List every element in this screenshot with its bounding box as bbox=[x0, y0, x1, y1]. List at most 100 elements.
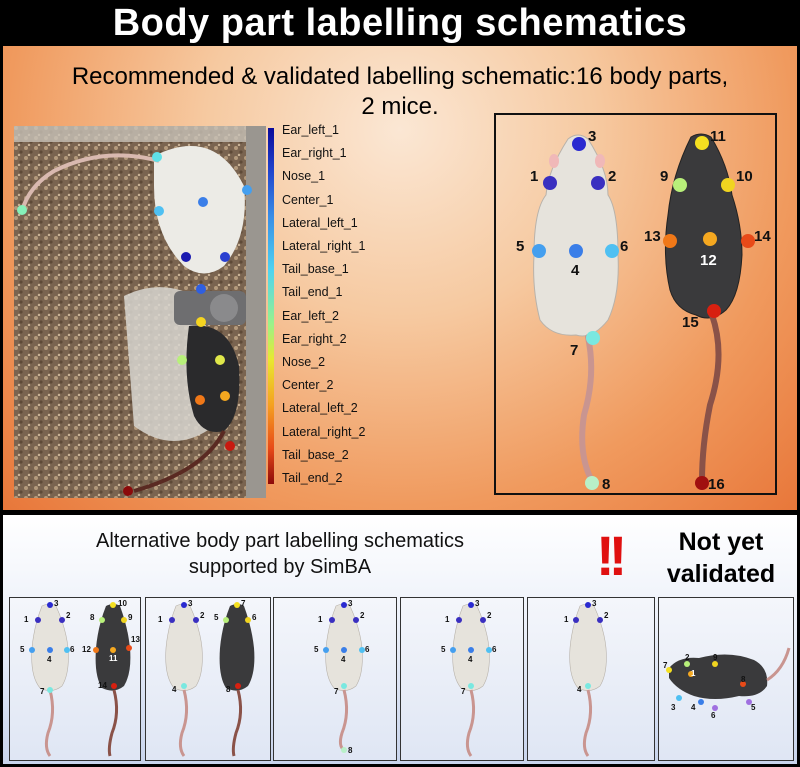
schematic-number: 15 bbox=[682, 314, 699, 331]
photo-kp-dot bbox=[220, 252, 230, 262]
thumb-number: 6 bbox=[711, 711, 716, 720]
thumb-number: 4 bbox=[172, 685, 177, 694]
thumb-number: 5 bbox=[751, 703, 756, 712]
warning-exclamation-icon: !! bbox=[596, 524, 627, 587]
legend-label: Tail_end_1 bbox=[282, 285, 343, 300]
thumb-number: 1 bbox=[564, 615, 569, 624]
thumb-number: 4 bbox=[577, 685, 582, 694]
photo-kp-dot bbox=[242, 185, 252, 195]
legend-label: Lateral_right_1 bbox=[282, 239, 366, 253]
thumb-number: 1 bbox=[318, 615, 323, 624]
thumb-number: 5 bbox=[314, 645, 319, 654]
legend-colorbar bbox=[268, 128, 274, 484]
legend-label: Tail_base_1 bbox=[282, 262, 349, 277]
thumb-number: 3 bbox=[188, 599, 193, 608]
thumb-figure: 1 2 3 4 bbox=[564, 599, 609, 757]
photo-kp-dot bbox=[17, 205, 27, 215]
schematic-kp-dot bbox=[721, 178, 735, 192]
thumb-number: 6 bbox=[252, 613, 257, 622]
thumb-number: 5 bbox=[20, 645, 25, 654]
legend-label: Lateral_right_2 bbox=[282, 424, 366, 439]
thumb-number: 7 bbox=[663, 661, 668, 670]
schematic-number: 5 bbox=[516, 238, 524, 255]
legend-label: Tail_base_2 bbox=[282, 447, 349, 462]
schematic-kp-dot bbox=[569, 244, 583, 258]
legend-label: Ear_right_2 bbox=[282, 331, 347, 346]
thumb-number: 3 bbox=[348, 599, 353, 608]
photo-kp-dot bbox=[195, 395, 205, 405]
thumb-number: 3 bbox=[475, 599, 480, 608]
thumb-number: 2 bbox=[66, 611, 71, 620]
schematic-kp-dot bbox=[572, 137, 586, 151]
title-bar: Body part labelling schematics bbox=[0, 0, 800, 46]
thumb-number: 2 bbox=[604, 611, 609, 620]
schematic-thumb-8bp-two: 1 2 3 4 5 6 7 8 bbox=[145, 597, 271, 761]
schematic-number: 3 bbox=[588, 128, 596, 145]
schematic-number: 6 bbox=[620, 238, 628, 255]
thumb-number: 1 bbox=[24, 615, 29, 624]
photo-kp-dot bbox=[198, 197, 208, 207]
subtitle-line-2: 2 mice. bbox=[361, 93, 439, 120]
photo-kp-dot bbox=[154, 206, 164, 216]
legend-label: Tail_end_2 bbox=[282, 471, 343, 485]
thumb-figure: 1 2 3 4 5 6 7 8 bbox=[314, 599, 370, 755]
thumb-number: 3 bbox=[592, 599, 597, 608]
thumb-number: 8 bbox=[90, 613, 95, 622]
not-yet-line-2: validated bbox=[666, 560, 776, 588]
thumb-number: 4 bbox=[691, 703, 696, 712]
mice-photo-image bbox=[14, 126, 266, 498]
thumb-figure: 1 2 3 4 5 6 7 8 bbox=[158, 599, 257, 757]
schematic-thumb-14bp: 1 2 3 4 5 6 7 8 9 10 11 12 13 14 bbox=[9, 597, 141, 761]
schematic-thumb-4bp: 1 2 3 4 bbox=[527, 597, 655, 761]
thumb-number: 1 bbox=[691, 669, 696, 678]
schematic-number: 2 bbox=[608, 168, 616, 185]
alt-heading-line-1: Alternative body part labelling schemati… bbox=[96, 530, 464, 552]
schematic-thumb-side-view: 1 2 3 4 5 6 7 8 9 bbox=[658, 597, 794, 761]
schematic-kp-dot bbox=[707, 304, 721, 318]
thumb-number: 8 bbox=[226, 685, 231, 694]
schematic-thumb-7bp: 1 2 3 4 5 6 7 bbox=[400, 597, 524, 761]
thumb-number: 7 bbox=[40, 687, 45, 696]
schematic-number: 4 bbox=[571, 262, 580, 279]
schematic-kp-dot bbox=[586, 331, 600, 345]
legend-label: Nose_2 bbox=[282, 355, 326, 369]
thumb-number: 1 bbox=[158, 615, 163, 624]
thumb-number: 14 bbox=[98, 681, 107, 690]
thumb-number: 2 bbox=[685, 653, 690, 662]
thumb-number: 4 bbox=[341, 655, 346, 664]
schematic-number: 1 bbox=[530, 168, 538, 185]
subtitle-line-1: Recommended & validated labelling schema… bbox=[71, 63, 729, 90]
thumb-number: 9 bbox=[713, 653, 718, 662]
schematic-number: 13 bbox=[644, 228, 661, 245]
schematic-kp-dot bbox=[532, 244, 546, 258]
legend-label: Lateral_left_1 bbox=[282, 215, 358, 230]
thumb-number: 7 bbox=[461, 687, 466, 696]
photo-kp-dot bbox=[181, 252, 191, 262]
legend-label: Ear_left_1 bbox=[282, 123, 339, 137]
thumb-number: 13 bbox=[131, 635, 140, 644]
alt-heading-line-2: supported by SimBA bbox=[188, 556, 372, 578]
legend-label: Lateral_left_2 bbox=[282, 401, 358, 416]
thumb-number: 6 bbox=[492, 645, 497, 654]
photo-kp-dot bbox=[177, 355, 187, 365]
photo-kp-dot bbox=[123, 486, 133, 496]
schematic-number: 11 bbox=[710, 128, 726, 145]
photo-kp-dot bbox=[225, 441, 235, 451]
thumb-number: 12 bbox=[82, 645, 91, 654]
schematic-number: 10 bbox=[736, 168, 753, 185]
not-yet-line-1: Not yet bbox=[678, 528, 764, 556]
thumb-number: 7 bbox=[241, 599, 246, 608]
schematic-number: 12 bbox=[700, 252, 717, 269]
legend-label: Nose_1 bbox=[282, 169, 326, 184]
thumb-number: 8 bbox=[348, 746, 353, 755]
schematic-number: 8 bbox=[602, 476, 610, 493]
thumb-number: 8 bbox=[741, 675, 746, 684]
legend-label: Ear_right_1 bbox=[282, 146, 347, 161]
schematic-number: 7 bbox=[570, 342, 578, 359]
schematic-kp-dot bbox=[585, 476, 599, 490]
thumb-number: 4 bbox=[468, 655, 473, 664]
recommended-subtitle: Recommended & validated labelling schema… bbox=[0, 62, 800, 122]
schematic-box: 1 2 3 4 5 6 7 8 9 10 11 12 13 14 15 16 bbox=[494, 113, 777, 495]
legend-label: Ear_left_2 bbox=[282, 308, 339, 323]
page-title: Body part labelling schematics bbox=[112, 1, 688, 44]
